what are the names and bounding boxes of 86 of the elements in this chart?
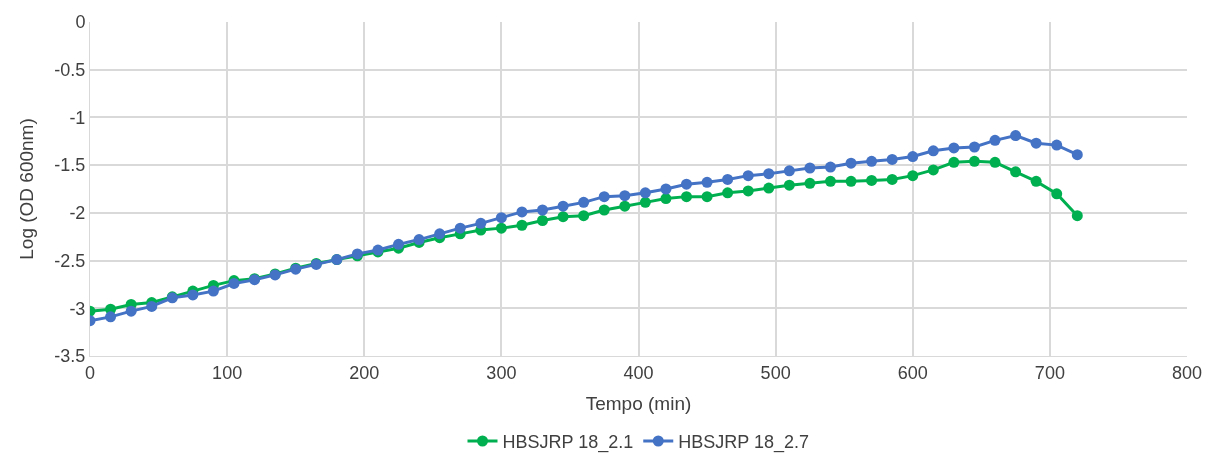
point xyxy=(783,165,795,177)
point xyxy=(783,179,795,191)
point xyxy=(763,168,775,180)
point xyxy=(845,175,857,187)
x-tick-label: 400 xyxy=(623,362,654,383)
point xyxy=(742,185,754,197)
point xyxy=(495,222,507,234)
point xyxy=(701,176,713,188)
point xyxy=(722,187,734,199)
legend-label: HBSJRP 18_2.7 xyxy=(678,432,809,454)
point xyxy=(454,222,466,234)
y-tick-label: -3 xyxy=(69,298,86,319)
point xyxy=(989,156,1001,168)
point xyxy=(557,200,569,212)
y-tick-label: -2 xyxy=(69,203,86,224)
point xyxy=(598,204,610,216)
point xyxy=(1010,166,1022,178)
x-tick-label: 700 xyxy=(1034,362,1065,383)
point xyxy=(680,178,692,190)
x-tick-label: 800 xyxy=(1171,362,1203,383)
point xyxy=(660,183,672,195)
point xyxy=(1010,130,1022,142)
y-tick-label: -2.5 xyxy=(54,250,86,271)
point xyxy=(824,175,836,187)
point xyxy=(1051,139,1063,151)
x-tick-label: 100 xyxy=(212,362,243,383)
point xyxy=(845,157,857,169)
point xyxy=(804,162,816,174)
point xyxy=(927,145,939,157)
point xyxy=(804,177,816,189)
point xyxy=(968,141,980,153)
point xyxy=(907,170,919,182)
point xyxy=(948,142,960,154)
point xyxy=(434,228,446,240)
point xyxy=(742,170,754,182)
point xyxy=(537,204,549,216)
y-tick-label: 0 xyxy=(75,12,86,33)
y-tick-label: -1.5 xyxy=(54,155,86,176)
point xyxy=(495,212,507,224)
point xyxy=(907,151,919,163)
point xyxy=(639,187,651,199)
point xyxy=(886,173,898,185)
point xyxy=(516,219,528,231)
point xyxy=(927,164,939,176)
point xyxy=(1030,175,1042,187)
point xyxy=(537,214,549,226)
point xyxy=(619,190,631,202)
x-tick-label: 500 xyxy=(760,362,791,383)
y-tick-label: -0.5 xyxy=(54,60,86,81)
point xyxy=(866,174,878,186)
point xyxy=(989,134,1001,146)
point xyxy=(824,161,836,173)
point xyxy=(1030,137,1042,149)
point xyxy=(701,191,713,203)
point xyxy=(516,206,528,218)
point xyxy=(475,217,487,229)
point xyxy=(722,173,734,185)
point xyxy=(948,156,960,168)
point xyxy=(125,305,137,317)
x-tick-label: 200 xyxy=(349,362,380,383)
point xyxy=(763,182,775,194)
y-axis-title: Log (OD 600nm) xyxy=(16,118,38,260)
point xyxy=(557,211,569,223)
legend-label: HBSJRP 18_2.1 xyxy=(502,432,634,454)
y-tick-label: -3.5 xyxy=(54,346,86,367)
point xyxy=(105,311,117,323)
point xyxy=(1051,188,1063,200)
point xyxy=(866,155,878,167)
point xyxy=(639,196,651,208)
point xyxy=(886,153,898,165)
point xyxy=(680,191,692,203)
x-axis-title: Tempo (min) xyxy=(585,393,692,415)
point xyxy=(660,193,672,205)
x-tick-label: 600 xyxy=(897,362,928,383)
y-tick-label: -1 xyxy=(69,107,86,128)
point xyxy=(1071,210,1083,222)
point xyxy=(578,196,590,208)
point xyxy=(598,191,610,203)
x-tick-label: 300 xyxy=(486,362,517,383)
point xyxy=(968,155,980,167)
point xyxy=(578,210,590,222)
point xyxy=(393,238,405,250)
point xyxy=(207,285,219,297)
point xyxy=(187,289,199,301)
point xyxy=(1071,149,1083,161)
point xyxy=(619,200,631,212)
